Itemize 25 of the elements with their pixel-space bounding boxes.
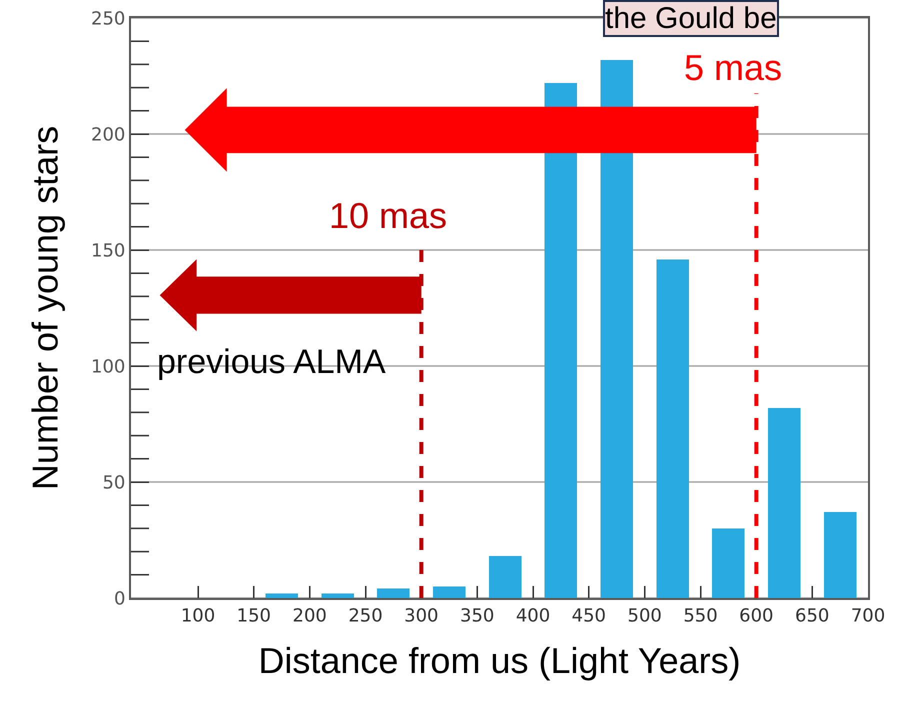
y-tick-label: 200 (91, 124, 126, 146)
ref-line-label: 10 mas (329, 195, 448, 236)
x-tick-label: 150 (236, 606, 272, 627)
x-tick-label: 250 (348, 606, 383, 627)
annotation: previous ALMA (157, 343, 386, 381)
y-tick-label: 250 (91, 8, 126, 30)
x-tick-label: 650 (794, 606, 830, 627)
x-axis-title: Distance from us (Light Years) (258, 640, 741, 681)
x-tick-label: 300 (404, 606, 439, 627)
x-tick-label: 400 (516, 606, 550, 627)
x-tick-label: 350 (460, 606, 494, 627)
x-tick-label: 100 (180, 606, 216, 627)
y-tick-label: 50 (102, 472, 126, 494)
y-axis-title: Number of young stars (24, 126, 66, 490)
y-tick-label: 100 (91, 356, 126, 378)
x-tick-label: 450 (572, 606, 606, 627)
x-tick-label: 550 (683, 606, 718, 627)
annotation: the Gould be (605, 2, 777, 35)
x-tick-label: 200 (292, 606, 327, 627)
x-tick-label: 600 (739, 606, 774, 627)
y-tick-label: 0 (114, 588, 126, 610)
ref-line-label: 5 mas (684, 47, 782, 88)
y-tick-label: 150 (91, 240, 126, 262)
x-tick-label: 700 (850, 606, 886, 627)
x-tick-label: 500 (627, 606, 662, 627)
